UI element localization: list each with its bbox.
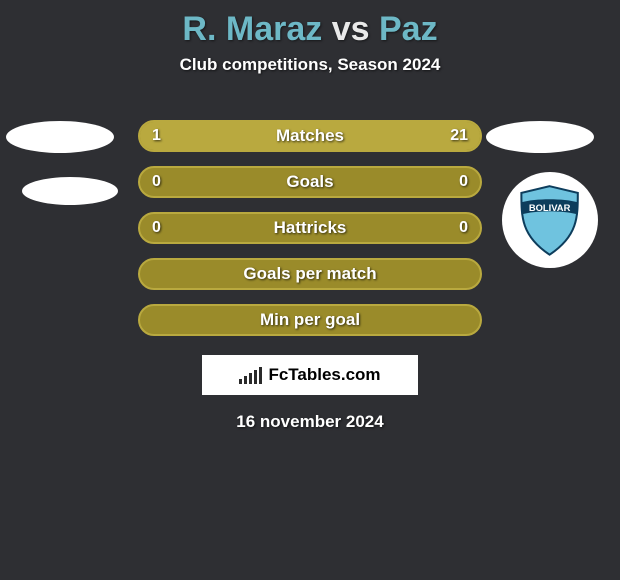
player1-club-placeholder [22, 177, 118, 205]
stat-value-right: 21 [450, 122, 468, 150]
stat-label: Hattricks [140, 214, 480, 242]
player1-name: R. Maraz [182, 10, 322, 48]
stat-row: Matches1 21 [138, 120, 482, 152]
snapshot-date: 16 november 2024 [0, 412, 620, 432]
player2-name: Paz [379, 10, 438, 48]
stat-label: Goals [140, 168, 480, 196]
comparison-title: R. Maraz vs Paz [0, 0, 620, 49]
stat-value-left: 0 [152, 168, 161, 196]
stat-value-right: 0 [459, 214, 468, 242]
brand-text: FcTables.com [268, 365, 380, 385]
stat-row: Goals per match [138, 258, 482, 290]
brand-attribution: FcTables.com [202, 355, 418, 395]
subtitle: Club competitions, Season 2024 [0, 55, 620, 75]
svg-text:BOLIVAR: BOLIVAR [529, 202, 571, 213]
stat-row: Min per goal [138, 304, 482, 336]
stat-value-left: 0 [152, 214, 161, 242]
stats-area: Matches121Goals00Hattricks00Goals per ma… [138, 120, 482, 350]
player2-club-badge: BOLIVAR [502, 172, 598, 268]
stat-value-left: 1 [152, 122, 161, 150]
vs-separator: vs [332, 10, 370, 48]
brand-chart-icon [239, 366, 262, 384]
stat-row: Hattricks0 0 [138, 212, 482, 244]
player1-avatar-placeholder [6, 121, 114, 153]
stat-value-right: 0 [459, 168, 468, 196]
stat-row: Goals0 0 [138, 166, 482, 198]
stat-label: Min per goal [140, 306, 480, 334]
player2-avatar-placeholder [486, 121, 594, 153]
club-shield-icon: BOLIVAR [516, 183, 583, 258]
stat-label: Goals per match [140, 260, 480, 288]
stat-label: Matches [140, 122, 480, 150]
